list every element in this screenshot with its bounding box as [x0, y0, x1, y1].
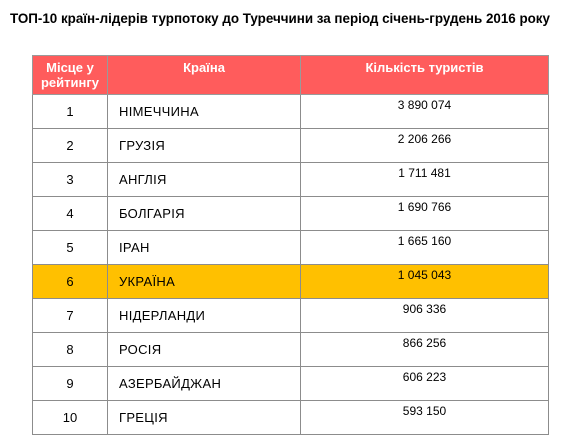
table-row: 8 РОСІЯ 866 256 [32, 332, 549, 367]
rank-cell: 2 [32, 128, 108, 163]
table-row: 4 БОЛГАРІЯ 1 690 766 [32, 196, 549, 231]
ranking-table: Місце у рейтингу Країна Кількість турист… [32, 55, 549, 435]
rank-cell: 5 [32, 230, 108, 265]
country-cell: АЗЕРБАЙДЖАН [107, 366, 301, 401]
table-row: 5 ІРАН 1 665 160 [32, 230, 549, 265]
rank-cell: 4 [32, 196, 108, 231]
tourist-count-cell: 866 256 [300, 332, 549, 367]
country-cell: ІРАН [107, 230, 301, 265]
rank-cell: 8 [32, 332, 108, 367]
table-row: 2 ГРУЗІЯ 2 206 266 [32, 128, 549, 163]
tourist-count-column-header: Кількість туристів [300, 55, 549, 95]
table-row: 9 АЗЕРБАЙДЖАН 606 223 [32, 366, 549, 401]
table-row: 3 АНГЛІЯ 1 711 481 [32, 162, 549, 197]
country-column-header: Країна [107, 55, 301, 95]
rank-cell: 7 [32, 298, 108, 333]
table-row: 7 НІДЕРЛАНДИ 906 336 [32, 298, 549, 333]
tourist-count-cell: 2 206 266 [300, 128, 549, 163]
table-row: 1 НІМЕЧЧИНА 3 890 074 [32, 94, 549, 129]
tourist-count-cell: 906 336 [300, 298, 549, 333]
country-cell: НІМЕЧЧИНА [107, 94, 301, 129]
tourist-count-cell: 3 890 074 [300, 94, 549, 129]
tourist-count-cell: 593 150 [300, 400, 549, 435]
country-cell: ГРУЗІЯ [107, 128, 301, 163]
country-cell: НІДЕРЛАНДИ [107, 298, 301, 333]
country-cell: РОСІЯ [107, 332, 301, 367]
rank-cell: 1 [32, 94, 108, 129]
tourist-count-cell: 1 665 160 [300, 230, 549, 265]
rank-cell: 9 [32, 366, 108, 401]
country-cell: ГРЕЦІЯ [107, 400, 301, 435]
country-cell: УКРАЇНА [107, 264, 301, 299]
table-row: 10 ГРЕЦІЯ 593 150 [32, 400, 549, 435]
table-row-highlighted: 6 УКРАЇНА 1 045 043 [32, 264, 549, 299]
rank-cell: 3 [32, 162, 108, 197]
tourist-count-cell: 1 690 766 [300, 196, 549, 231]
page-title: ТОП-10 країн-лідерів турпотоку до Туречч… [10, 11, 550, 26]
table-header-row: Місце у рейтингу Країна Кількість турист… [32, 55, 549, 95]
country-cell: АНГЛІЯ [107, 162, 301, 197]
rank-cell: 6 [32, 264, 108, 299]
tourist-count-cell: 1 045 043 [300, 264, 549, 299]
rank-column-header: Місце у рейтингу [32, 55, 108, 95]
rank-cell: 10 [32, 400, 108, 435]
tourist-count-cell: 606 223 [300, 366, 549, 401]
tourist-count-cell: 1 711 481 [300, 162, 549, 197]
country-cell: БОЛГАРІЯ [107, 196, 301, 231]
